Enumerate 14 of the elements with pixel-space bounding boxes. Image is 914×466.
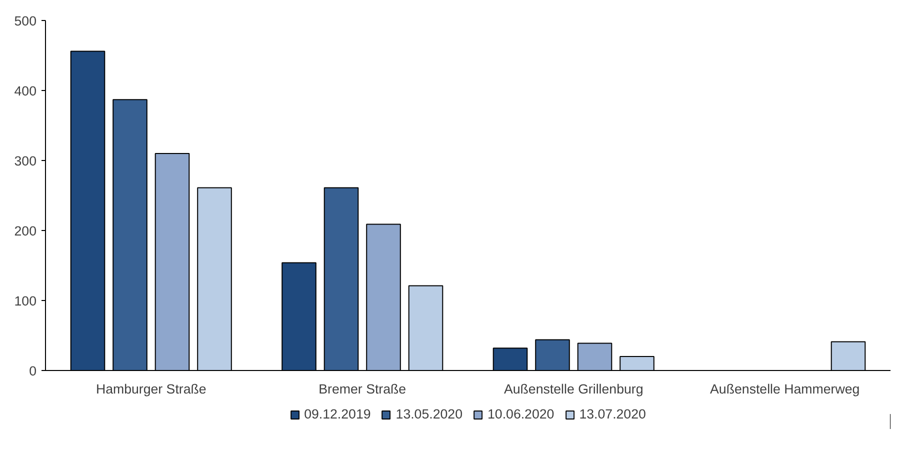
y-tick-label: 0 [29, 364, 37, 378]
x-tick-label: Außenstelle Grillenburg [504, 382, 644, 396]
legend-label: 10.06.2020 [488, 406, 554, 422]
legend-label: 09.12.2019 [304, 406, 371, 422]
y-tick-label: 100 [14, 294, 37, 308]
x-tick-label: Hamburger Straße [96, 382, 206, 396]
legend-label: 13.05.2020 [396, 406, 462, 422]
y-tick-label: 200 [14, 224, 37, 238]
y-tick-label: 400 [14, 84, 37, 98]
x-tick-label: Bremer Straße [318, 382, 406, 396]
y-tick-label: 300 [14, 154, 37, 168]
legend-label: 13.07.2020 [579, 406, 646, 422]
y-tick-label: 500 [14, 14, 37, 28]
x-tick-label: Außenstelle Hammerweg [710, 382, 860, 396]
